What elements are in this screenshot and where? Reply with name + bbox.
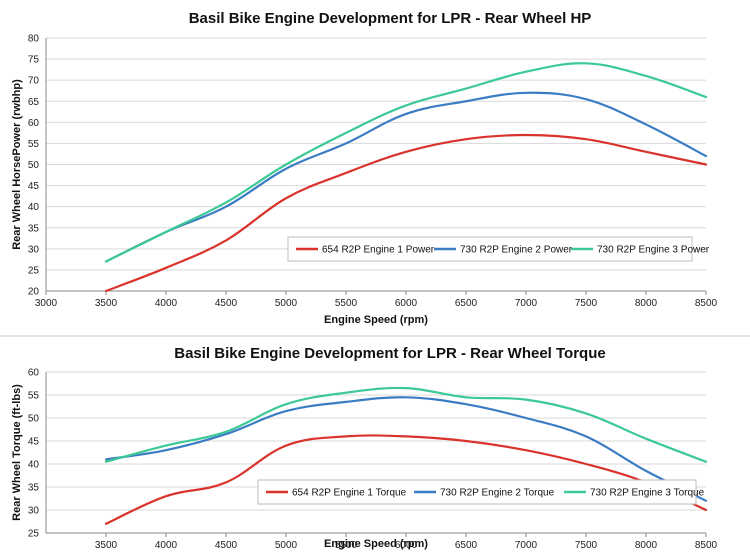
hp-y-tick-label: 40 — [28, 202, 40, 213]
hp-y-tick-label: 20 — [28, 287, 40, 298]
torque-y-tick-label: 25 — [28, 529, 40, 540]
hp-y-tick-label: 25 — [28, 265, 40, 276]
torque-x-tick-label: 4500 — [215, 540, 238, 551]
hp-x-tick-label: 4000 — [155, 298, 178, 309]
torque-y-tick-label: 50 — [28, 414, 40, 425]
torque-legend-label-2: 730 R2P Engine 2 Torque — [440, 488, 555, 499]
torque-x-tick-label: 5000 — [275, 540, 298, 551]
torque-y-tick-label: 55 — [28, 391, 40, 402]
hp-x-tick-label: 3500 — [95, 298, 118, 309]
torque-series-line-1 — [104, 434, 708, 525]
hp-y-tick-label: 50 — [28, 160, 40, 171]
torque-y-tick-label: 40 — [28, 460, 40, 471]
hp-legend-label-3: 730 R2P Engine 3 Power — [597, 245, 710, 256]
hp-legend-label-2: 730 R2P Engine 2 Power — [460, 245, 573, 256]
torque-x-tick-label: 6000 — [395, 540, 418, 551]
hp-y-tick-label: 75 — [28, 55, 40, 66]
torque-y-tick-label: 30 — [28, 506, 40, 517]
hp-y-axis-label: Rear Wheel HorsePower (rwbhp) — [11, 79, 23, 250]
hp-series-line-3 — [104, 62, 708, 263]
hp-legend-box — [287, 236, 693, 262]
torque-y-tick-label: 60 — [28, 368, 40, 379]
hp-y-tick-label: 70 — [28, 76, 40, 87]
torque-chart-title: Basil Bike Engine Development for LPR - … — [174, 345, 605, 362]
torque-x-tick-label: 6500 — [455, 540, 478, 551]
hp-x-tick-label: 4500 — [215, 298, 238, 309]
hp-x-axis-label: Engine Speed (rpm) — [324, 314, 428, 326]
hp-legend-label-1: 654 R2P Engine 1 Power — [322, 245, 435, 256]
hp-y-tick-label: 60 — [28, 118, 40, 129]
hp-y-tick-label: 55 — [28, 139, 40, 150]
torque-x-tick-label: 4000 — [155, 540, 178, 551]
hp-x-tick-label: 8500 — [695, 298, 718, 309]
hp-x-tick-label: 6500 — [455, 298, 478, 309]
torque-x-tick-label: 5500 — [335, 540, 358, 551]
hp-x-tick-label: 8000 — [635, 298, 658, 309]
hp-x-tick-label: 3000 — [35, 298, 58, 309]
hp-y-tick-label: 30 — [28, 244, 40, 255]
hp-series-line-2 — [104, 91, 708, 263]
hp-y-tick-label: 80 — [28, 34, 40, 45]
torque-chart-panel: Basil Bike Engine Development for LPR - … — [11, 345, 718, 551]
torque-x-tick-label: 7500 — [575, 540, 598, 551]
torque-series-line-3 — [104, 386, 708, 463]
torque-x-tick-label: 8500 — [695, 540, 718, 551]
torque-x-tick-label: 3500 — [95, 540, 118, 551]
torque-series-line-2 — [104, 396, 708, 502]
hp-x-tick-label: 6000 — [395, 298, 418, 309]
torque-y-tick-label: 35 — [28, 483, 40, 494]
hp-chart-title: Basil Bike Engine Development for LPR - … — [189, 10, 592, 27]
torque-legend-box — [257, 479, 697, 505]
hp-x-tick-label: 5000 — [275, 298, 298, 309]
torque-x-tick-label: 8000 — [635, 540, 658, 551]
hp-y-tick-label: 35 — [28, 223, 40, 234]
torque-x-tick-label: 7000 — [515, 540, 538, 551]
torque-y-axis-label: Rear Wheel Torque (ft-lbs) — [11, 384, 23, 521]
hp-x-tick-label: 7500 — [575, 298, 598, 309]
torque-legend-label-3: 730 R2P Engine 3 Torque — [590, 488, 705, 499]
hp-x-tick-label: 7000 — [515, 298, 538, 309]
hp-series-line-1 — [104, 133, 708, 293]
hp-chart-panel: Basil Bike Engine Development for LPR - … — [11, 10, 718, 326]
torque-legend-label-1: 654 R2P Engine 1 Torque — [292, 488, 407, 499]
torque-x-axis-label: Engine Speed (rpm) — [324, 538, 428, 550]
hp-x-tick-label: 5500 — [335, 298, 358, 309]
hp-y-tick-label: 65 — [28, 97, 40, 108]
hp-y-tick-label: 45 — [28, 181, 40, 192]
torque-y-tick-label: 45 — [28, 437, 40, 448]
